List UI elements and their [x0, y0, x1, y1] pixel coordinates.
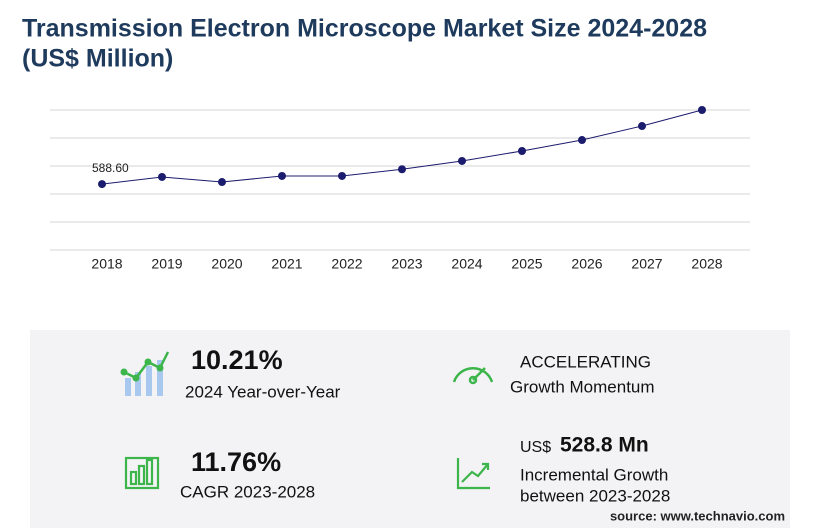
data-point [578, 136, 586, 145]
stat-prefix: US$ [520, 439, 551, 456]
stat-label: 2024 Year-over-Year [185, 382, 341, 401]
data-point [638, 122, 646, 131]
chart-title: Transmission Electron Microscope Market … [22, 15, 707, 43]
growth-icon [120, 351, 170, 396]
x-tick-label: 2018 [91, 256, 122, 272]
data-point [278, 171, 286, 180]
plot: 2018 2019 2020 2021 2022 2023 2024 2025 2026 2027… [50, 106, 750, 272]
bars-icon [124, 456, 160, 490]
stat-label: Growth Momentum [510, 377, 655, 396]
gauge-icon [452, 367, 494, 385]
source: source: www.technavio.com [610, 508, 785, 523]
x-tick-label: 2019 [151, 256, 182, 272]
data-point [158, 172, 166, 181]
x-tick-label: 2023 [391, 256, 422, 272]
data-point [338, 171, 346, 180]
stat-label: between 2023-2028 [520, 486, 670, 505]
data-point [218, 178, 226, 187]
x-tick-label: 2022 [331, 256, 362, 272]
data-label: 588.60 [92, 161, 129, 175]
stat-label: CAGR 2023-2028 [180, 482, 315, 501]
stat-value: ACCELERATING [520, 352, 651, 371]
trend-icon [456, 458, 490, 490]
stat-value: 528.8 Mn [560, 434, 649, 457]
data-point [398, 165, 406, 174]
x-tick-label: 2020 [211, 256, 242, 272]
stat-value: 11.76% [191, 447, 281, 477]
x-tick-label: 2027 [631, 256, 662, 272]
x-tick-label: 2024 [451, 256, 482, 272]
data-point [698, 106, 706, 114]
data-point [98, 180, 106, 189]
x-tick-label: 2025 [511, 256, 542, 272]
chart-subtitle: (US$ Million) [22, 45, 173, 73]
data-point [518, 146, 526, 155]
x-tick-label: 2021 [271, 256, 302, 272]
stat-label: Incremental Growth [520, 465, 668, 484]
x-tick-label: 2028 [691, 256, 722, 272]
data-point [458, 156, 466, 165]
stat-value: 10.21% [191, 345, 283, 375]
x-tick-label: 2026 [571, 256, 602, 272]
stats-panel [30, 330, 790, 528]
